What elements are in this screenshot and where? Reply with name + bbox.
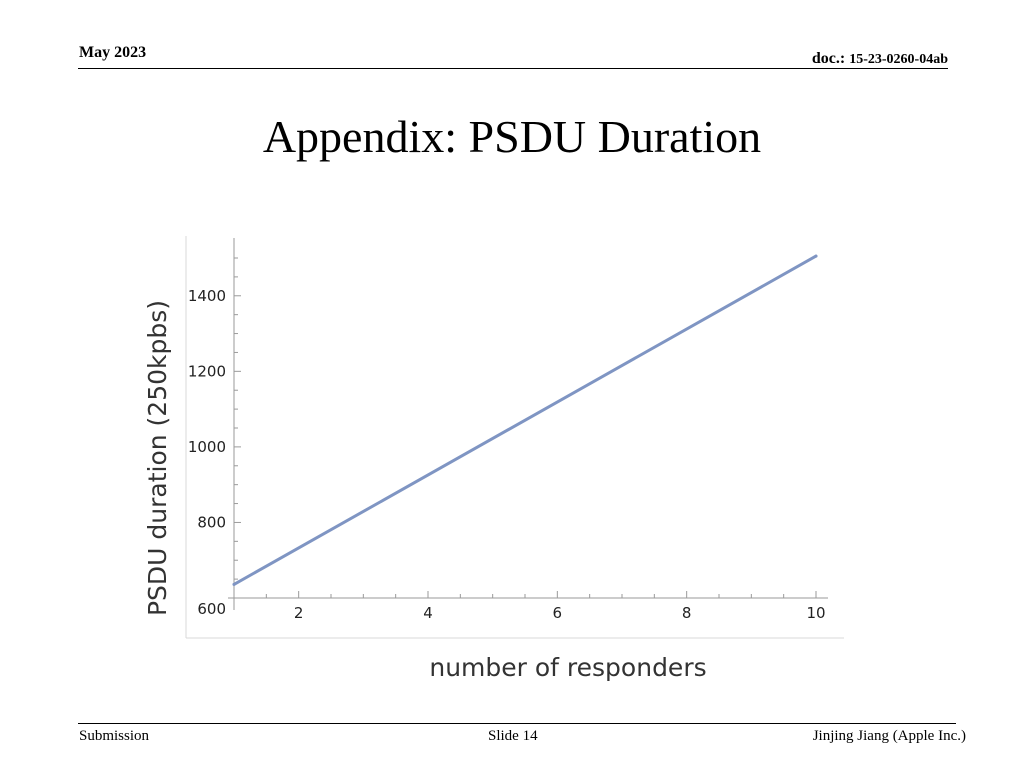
x-tick-label: 10 xyxy=(806,604,825,622)
x-tick-label: 4 xyxy=(423,604,433,622)
data-point xyxy=(232,582,236,586)
doc-label: doc.: xyxy=(811,50,846,67)
data-point xyxy=(814,254,818,258)
y-tick-label: 1200 xyxy=(188,362,226,380)
x-tick-label: 8 xyxy=(682,604,692,622)
chart-container: 600 800 1000 1200 1400 2 4 6 8 10 number of respon… xyxy=(130,228,850,703)
y-tick-label: 1000 xyxy=(188,438,226,456)
y-axis-title: PSDU duration (250kpbs) xyxy=(143,300,172,616)
header-date: May 2023 xyxy=(79,44,147,61)
y-tick-label: 1400 xyxy=(188,287,226,305)
x-tick-label: 2 xyxy=(294,604,304,622)
series-line-0 xyxy=(232,254,818,586)
slide-title: Appendix: PSDU Duration xyxy=(262,111,762,162)
footer-slide-number: Slide 14 xyxy=(488,728,538,744)
footer-author: Jinjing Jiang (Apple Inc.) xyxy=(812,728,966,744)
y-tick-label: 600 xyxy=(197,600,226,618)
doc-number: 15-23-0260-04ab xyxy=(849,52,948,67)
footer-rule xyxy=(78,723,956,724)
x-axis-title: number of responders xyxy=(429,653,706,682)
x-tick-label: 6 xyxy=(553,604,563,622)
header-rule xyxy=(78,68,948,69)
y-tick-label: 800 xyxy=(197,513,226,531)
header-doc-id: doc.: 15-23-0260-04ab xyxy=(812,50,948,68)
line-chart: 600 800 1000 1200 1400 2 4 6 8 10 number of respon… xyxy=(143,236,844,682)
footer-submission: Submission xyxy=(79,728,150,744)
